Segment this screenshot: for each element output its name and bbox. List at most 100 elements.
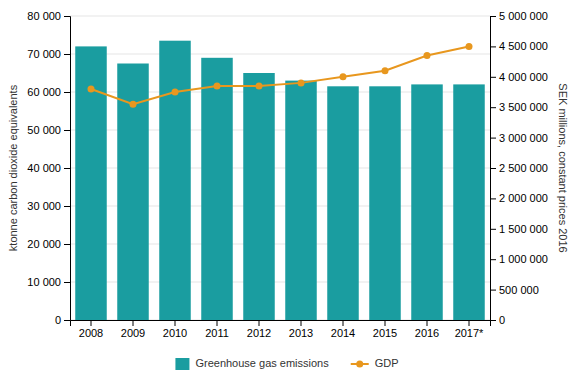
tick-mark <box>490 107 496 108</box>
tick: 1 000 000 <box>490 253 548 265</box>
marker <box>88 85 95 92</box>
tick-label: 2008 <box>79 327 103 339</box>
grid <box>70 16 490 320</box>
tick: 70 000 <box>27 48 70 60</box>
tick-mark <box>301 320 302 326</box>
tick-mark <box>490 168 496 169</box>
tick: 2017* <box>455 320 484 339</box>
tick-mark <box>64 92 70 93</box>
marker <box>424 52 431 59</box>
y2-axis: 0 500 000 1 000 000 1 500 000 2 000 000 2 500… <box>490 10 548 326</box>
legend-item: Greenhouse gas emissions <box>175 357 329 370</box>
tick-mark <box>64 282 70 283</box>
marker <box>298 79 305 86</box>
tick-label: 1 500 000 <box>499 223 548 235</box>
tick-mark <box>490 16 496 17</box>
tick-mark <box>385 320 386 326</box>
bar <box>369 86 401 320</box>
bar <box>159 41 191 320</box>
bar <box>411 84 443 320</box>
line-series <box>88 43 473 108</box>
chart: 010 00020 00030 00040 00050 00060 00070 … <box>0 0 574 378</box>
tick: 1 500 000 <box>490 223 548 235</box>
tick-mark <box>217 320 218 326</box>
legend-label: Greenhouse gas emissions <box>195 357 329 369</box>
marker <box>340 73 347 80</box>
marker <box>382 67 389 74</box>
tick-mark <box>64 168 70 169</box>
tick: 80 000 <box>27 10 70 22</box>
legend-label: GDP <box>375 357 399 369</box>
tick: 3 500 000 <box>490 101 548 113</box>
marker <box>130 101 137 108</box>
tick-label: 60 000 <box>27 86 61 98</box>
tick: 4 500 000 <box>490 40 548 52</box>
line <box>91 46 469 104</box>
tick-label: 2014 <box>331 327 355 339</box>
tick-mark <box>64 206 70 207</box>
tick-mark <box>469 320 470 326</box>
tick: 5 000 000 <box>490 10 548 22</box>
tick-label: 20 000 <box>27 238 61 250</box>
tick-label: 1 000 000 <box>499 253 548 265</box>
marker <box>214 82 221 89</box>
bar <box>327 86 359 320</box>
axis-line <box>71 321 491 327</box>
tick-label: 500 000 <box>499 284 539 296</box>
tick-label: 80 000 <box>27 10 61 22</box>
grid-line <box>70 16 490 17</box>
tick-mark <box>490 198 496 199</box>
tick: 2015 <box>373 320 397 339</box>
tick: 50 000 <box>27 124 70 136</box>
tick: 2008 <box>79 320 103 339</box>
marks <box>75 41 485 320</box>
tick: 40 000 <box>27 162 70 174</box>
tick-label: 2 500 000 <box>499 162 548 174</box>
tick: 20 000 <box>27 238 70 250</box>
tick: 0 <box>55 314 70 326</box>
tick: 0 <box>490 314 505 326</box>
tick-label: 2013 <box>289 327 313 339</box>
tick: 4 000 000 <box>490 71 548 83</box>
bar <box>243 73 275 320</box>
legend-swatch <box>175 358 189 370</box>
bar-series <box>75 41 485 320</box>
tick-label: 2 000 000 <box>499 192 548 204</box>
tick-label: 0 <box>55 314 61 326</box>
tick-mark <box>490 290 496 291</box>
tick-mark <box>64 130 70 131</box>
bar <box>75 46 107 320</box>
legend: Greenhouse gas emissions GDP <box>175 357 398 370</box>
tick-mark <box>259 320 260 326</box>
tick-mark <box>64 320 70 321</box>
tick: 2010 <box>163 320 187 339</box>
tick-label: 2016 <box>415 327 439 339</box>
tick-mark <box>64 54 70 55</box>
tick-mark <box>490 46 496 47</box>
tick-label: 2011 <box>205 327 229 339</box>
tick-label: 2009 <box>121 327 145 339</box>
marker <box>172 89 179 96</box>
tick-label: 70 000 <box>27 48 61 60</box>
tick: 30 000 <box>27 200 70 212</box>
tick-label: 3 000 000 <box>499 132 548 144</box>
x-axis: 2008200920102011201220132014201520162017… <box>71 320 491 339</box>
tick-label: 40 000 <box>27 162 61 174</box>
tick-label: 3 500 000 <box>499 101 548 113</box>
tick: 2 000 000 <box>490 192 548 204</box>
tick-label: 4 500 000 <box>499 40 548 52</box>
bar <box>285 81 317 320</box>
tick-label: 2015 <box>373 327 397 339</box>
axis-line <box>491 17 497 321</box>
tick-mark <box>427 320 428 326</box>
tick-mark <box>490 138 496 139</box>
legend-marker <box>356 361 363 368</box>
tick-mark <box>490 259 496 260</box>
tick-mark <box>490 77 496 78</box>
tick-label: 4 000 000 <box>499 71 548 83</box>
y2-axis-title: SEK millions, constant prices 2016 <box>557 83 569 252</box>
tick: 3 000 000 <box>490 132 548 144</box>
plot: 010 00020 00030 00040 00050 00060 00070 … <box>27 10 548 339</box>
tick-mark <box>490 229 496 230</box>
bar <box>453 84 485 320</box>
